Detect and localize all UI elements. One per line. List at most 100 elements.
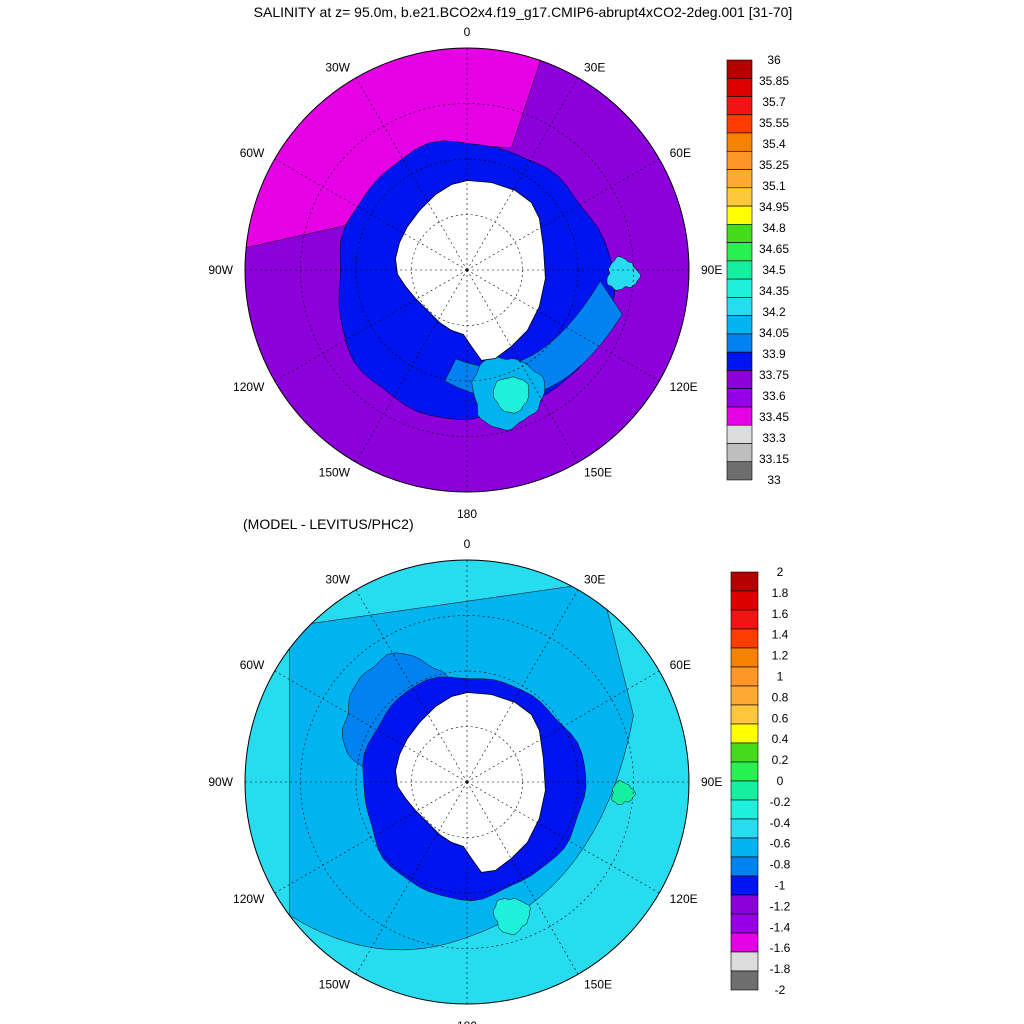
difference-colorbar-swatch-6 bbox=[730, 685, 759, 706]
difference-lon-label-10: 60W bbox=[240, 658, 265, 672]
salinity-colorbar-swatch-5 bbox=[726, 151, 753, 170]
salinity-lon-label-7: 150W bbox=[319, 466, 351, 480]
salinity-colorbar-swatch-13 bbox=[726, 297, 753, 316]
difference-colorbar-label-13: -0.6 bbox=[770, 837, 791, 851]
difference-colorbar-label-16: -1.2 bbox=[770, 899, 791, 913]
difference-colorbar-label-3: 1.4 bbox=[772, 628, 789, 642]
salinity-colorbar-swatch-12 bbox=[726, 278, 753, 298]
salinity-colorbar-swatch-8 bbox=[726, 205, 753, 225]
difference-map-border bbox=[244, 559, 690, 1005]
difference-meridian-7 bbox=[355, 781, 468, 975]
salinity-antarctica-land bbox=[395, 180, 546, 361]
difference-colorbar-swatch-10 bbox=[730, 761, 759, 782]
difference-graticule bbox=[245, 560, 689, 1004]
difference-colorbar-label-18: -1.6 bbox=[770, 941, 791, 955]
difference-colorbar-swatch-18 bbox=[730, 913, 759, 934]
difference-colorbar-swatch-21 bbox=[730, 970, 759, 991]
salinity-meridian-2 bbox=[466, 158, 660, 271]
salinity-map: 0 30E 60E 90E 120E 150E 180 150W 120W 90W 60W 30W bbox=[208, 25, 722, 521]
salinity-colorbar-swatch-7 bbox=[726, 187, 753, 207]
difference-lon-label-9: 90W bbox=[208, 775, 233, 789]
salinity-colorbar-swatch-22 bbox=[726, 461, 753, 481]
difference-colorbar-label-11: -0.2 bbox=[770, 795, 791, 809]
salinity-meridian-11 bbox=[355, 77, 468, 271]
salinity-lon-label-8: 120W bbox=[233, 380, 265, 394]
salinity-colorbar-label-6: 35.1 bbox=[762, 179, 786, 193]
salinity-lon-label-4: 120E bbox=[670, 380, 698, 394]
salinity-colorbar-swatch-19 bbox=[726, 406, 753, 426]
difference-lon-label-4: 120E bbox=[670, 892, 698, 906]
difference-colorbar-swatch-1 bbox=[730, 590, 759, 611]
salinity-colorbar-swatch-9 bbox=[726, 224, 753, 243]
difference-lon-label-7: 150W bbox=[319, 978, 351, 992]
salinity-colorbar-label-13: 34.05 bbox=[759, 326, 789, 340]
difference-colorbar-swatch-15 bbox=[730, 856, 759, 877]
difference-colorbar-swatch-9 bbox=[730, 742, 759, 763]
difference-subtitle: (MODEL - LEVITUS/PHC2) bbox=[243, 516, 414, 532]
salinity-colorbar-swatch-2 bbox=[726, 96, 753, 116]
difference-lon-label-11: 30W bbox=[325, 572, 350, 586]
difference-colorbar-swatch-2 bbox=[730, 609, 759, 630]
difference-band-4 bbox=[611, 779, 636, 805]
salinity-colorbar-label-12: 34.2 bbox=[762, 305, 786, 319]
difference-antarctica-land bbox=[395, 692, 546, 873]
difference-colorbar-swatch-12 bbox=[730, 799, 759, 820]
salinity-meridian-8 bbox=[274, 269, 468, 382]
salinity-map-border bbox=[244, 47, 690, 493]
difference-colorbar-label-12: -0.4 bbox=[770, 816, 791, 830]
difference-colorbar-label-20: -2 bbox=[775, 983, 786, 997]
salinity-colorbar-swatch-10 bbox=[726, 242, 753, 262]
salinity-lon-label-0: 0 bbox=[464, 25, 471, 39]
difference-colorbar-swatch-8 bbox=[730, 723, 759, 744]
salinity-colorbar-label-5: 35.25 bbox=[759, 158, 789, 172]
salinity-colorbar-swatch-18 bbox=[726, 388, 753, 408]
salinity-colorbar-label-4: 35.4 bbox=[762, 137, 786, 151]
difference-lon-label-1: 30E bbox=[584, 572, 605, 586]
salinity-colorbar-swatch-14 bbox=[726, 315, 753, 335]
salinity-colorbar-swatch-3 bbox=[726, 114, 753, 134]
salinity-lon-label-10: 60W bbox=[240, 146, 265, 160]
difference-colorbar-swatch-3 bbox=[730, 628, 759, 649]
salinity-colorbar-label-1: 35.85 bbox=[759, 74, 789, 88]
difference-colorbar-swatch-16 bbox=[730, 875, 759, 896]
salinity-lon-label-1: 30E bbox=[584, 60, 605, 74]
salinity-graticule bbox=[245, 48, 689, 492]
salinity-colorbar-label-19: 33.15 bbox=[759, 452, 789, 466]
difference-lon-label-0: 0 bbox=[464, 537, 471, 551]
figure-title: SALINITY at z= 95.0m, b.e21.BCO2x4.f19_g… bbox=[254, 4, 793, 20]
salinity-meridian-10 bbox=[274, 158, 468, 271]
salinity-colorbar-swatch-20 bbox=[726, 424, 753, 444]
difference-colorbar-swatch-5 bbox=[730, 666, 759, 687]
difference-colorbar-swatch-14 bbox=[730, 837, 759, 858]
difference-colorbar-label-4: 1.2 bbox=[772, 649, 789, 663]
difference-colorbar-swatch-7 bbox=[730, 704, 759, 725]
salinity-colorbar-swatch-21 bbox=[726, 443, 753, 463]
salinity-colorbar-label-11: 34.35 bbox=[759, 284, 789, 298]
difference-colorbar-swatch-4 bbox=[730, 647, 759, 668]
difference-meridian-4 bbox=[466, 781, 660, 894]
salinity-lon-label-5: 150E bbox=[584, 466, 612, 480]
salinity-colorbar-label-17: 33.45 bbox=[759, 410, 789, 424]
salinity-lon-label-11: 30W bbox=[325, 60, 350, 74]
salinity-meridian-5 bbox=[466, 269, 579, 463]
salinity-colorbar-swatch-15 bbox=[726, 333, 753, 353]
salinity-colorbar-swatch-0 bbox=[726, 59, 753, 79]
salinity-colorbar-label-0: 36 bbox=[767, 53, 781, 67]
salinity-colorbar-label-20: 33 bbox=[767, 473, 781, 487]
difference-meridian-11 bbox=[355, 589, 468, 783]
salinity-lon-label-2: 60E bbox=[670, 146, 691, 160]
difference-map: 0 30E 60E 90E 120E 150E 180 150W 120W 90W 60W 30W bbox=[208, 537, 722, 1024]
salinity-meridian-4 bbox=[466, 269, 660, 382]
difference-colorbar-swatch-13 bbox=[730, 818, 759, 839]
salinity-band-5 bbox=[493, 376, 530, 414]
difference-colorbar-label-15: -1 bbox=[775, 879, 786, 893]
difference-colorbar-label-17: -1.4 bbox=[770, 920, 791, 934]
salinity-colorbar-swatch-17 bbox=[726, 370, 753, 389]
difference-colorbar-label-1: 1.8 bbox=[772, 586, 789, 600]
difference-colorbar-label-9: 0.2 bbox=[772, 753, 789, 767]
difference-band-3 bbox=[493, 897, 531, 936]
salinity-colorbar-label-3: 35.55 bbox=[759, 116, 789, 130]
difference-meridian-10 bbox=[274, 670, 468, 783]
salinity-colorbar-label-16: 33.6 bbox=[762, 389, 786, 403]
